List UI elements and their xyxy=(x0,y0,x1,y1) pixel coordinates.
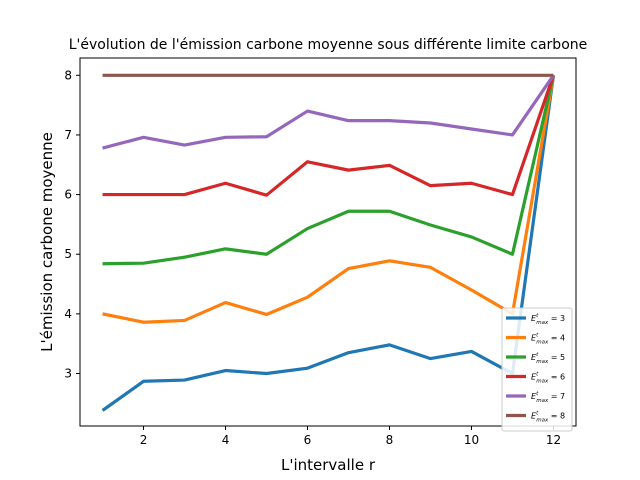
series-line-1 xyxy=(101,75,556,412)
y-tick-label: 3 xyxy=(64,367,72,381)
legend-entry-label: Et max = 7 xyxy=(531,391,565,404)
y-tick-label: 7 xyxy=(64,128,72,142)
x-tick-label: 6 xyxy=(304,433,312,447)
x-axis-ticks: 2 4 6 8 10 12 xyxy=(140,426,561,447)
y-tick-label: 5 xyxy=(64,247,72,261)
x-tick-label: 4 xyxy=(222,433,230,447)
x-tick-label: 12 xyxy=(546,433,561,447)
x-tick-label: 8 xyxy=(386,433,394,447)
series-line-4 xyxy=(102,74,555,197)
plot-lines xyxy=(101,73,556,412)
series-line-2 xyxy=(102,75,556,324)
legend-entry-label: Et max = 6 xyxy=(531,372,565,385)
chart-title: L'évolution de l'émission carbone moyenn… xyxy=(69,37,588,53)
x-tick-label: 2 xyxy=(140,433,148,447)
y-tick-label: 4 xyxy=(64,307,72,321)
y-axis-ticks: 3 4 5 6 7 8 xyxy=(64,68,80,381)
series-line-3 xyxy=(102,74,556,266)
legend-entry-label: Et max = 3 xyxy=(531,313,565,326)
legend-entry-label: Et max = 4 xyxy=(531,333,565,346)
y-axis-label: L'émission carbone moyenne xyxy=(38,132,56,352)
x-tick-label: 10 xyxy=(464,433,479,447)
legend-entry-label: Et max = 8 xyxy=(531,411,565,424)
legend-entry-label: Et max = 5 xyxy=(531,352,565,365)
series-line-5 xyxy=(102,74,555,150)
y-tick-label: 8 xyxy=(64,68,72,82)
plot-frame xyxy=(79,57,577,427)
y-tick-label: 6 xyxy=(64,188,72,202)
legend: Et max = 3 Et max = 4 Et max = 5 Et max = 6 Et ma… xyxy=(501,307,573,432)
x-axis-label: L'intervalle r xyxy=(281,456,376,474)
